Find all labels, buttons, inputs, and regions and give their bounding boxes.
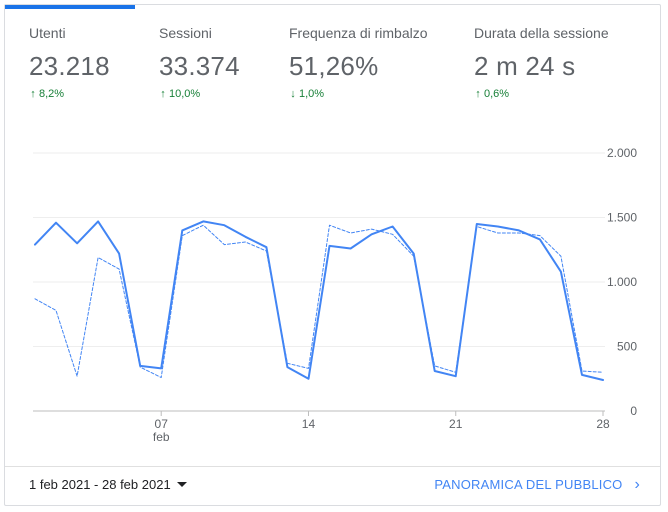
y-tick-label: 2.000	[607, 146, 637, 160]
y-tick-label: 1.500	[607, 211, 637, 225]
arrow-down-icon: ↓	[290, 88, 296, 100]
caret-down-icon	[176, 482, 187, 487]
metric-change-value: 1,0%	[299, 88, 325, 100]
y-tick-label: 500	[617, 340, 637, 354]
metric-tab-bounce-rate[interactable]: Frequenza di rimbalzo 51,26% ↓ 1,0%	[289, 25, 428, 100]
y-tick-label: 1.000	[607, 275, 637, 289]
metric-change: ↑ 10,0%	[159, 88, 240, 100]
audience-overview-link[interactable]: PANORAMICA DEL PUBBLICO ›	[434, 476, 640, 493]
x-tick-label: 14	[302, 417, 316, 431]
series-line-previous-period	[34, 224, 604, 378]
metric-change: ↑ 8,2%	[29, 88, 110, 100]
x-tick-label: 28	[596, 417, 610, 431]
users-line-chart: 0 500 1.000 1.500 2.000 07 14 21 28 feb	[33, 146, 637, 444]
date-range-selector[interactable]: 1 feb 2021 - 28 feb 2021	[29, 477, 187, 492]
series-line-current-period	[34, 220, 604, 381]
arrow-up-icon: ↑	[30, 88, 36, 100]
arrow-up-icon: ↑	[475, 88, 481, 100]
x-tick-label: 21	[449, 417, 463, 431]
metric-tab-session-duration[interactable]: Durata della sessione 2 m 24 s ↑ 0,6%	[474, 25, 609, 100]
chevron-right-icon: ›	[634, 476, 640, 493]
date-range-label: 1 feb 2021 - 28 feb 2021	[29, 477, 171, 492]
metric-value: 23.218	[29, 51, 110, 81]
y-tick-label: 0	[630, 404, 637, 418]
metric-value: 33.374	[159, 51, 240, 81]
x-axis-month-label: feb	[153, 430, 170, 444]
audience-overview-link-label: PANORAMICA DEL PUBBLICO	[434, 477, 623, 492]
metric-tab-sessions[interactable]: Sessioni 33.374 ↑ 10,0%	[159, 25, 240, 100]
metric-change-value: 0,6%	[484, 88, 510, 100]
metric-value: 51,26%	[289, 51, 379, 81]
footer-divider	[5, 466, 660, 467]
metric-change: ↓ 1,0%	[289, 88, 428, 100]
active-tab-indicator	[5, 5, 135, 9]
metric-label: Sessioni	[159, 25, 212, 41]
metric-value: 2 m 24 s	[474, 51, 576, 81]
metric-label: Durata della sessione	[474, 25, 609, 41]
x-tick-label: 07	[155, 417, 169, 431]
metric-change: ↑ 0,6%	[474, 88, 609, 100]
metric-change-value: 8,2%	[39, 88, 65, 100]
metric-label: Frequenza di rimbalzo	[289, 25, 428, 41]
audience-overview-card: Utenti 23.218 ↑ 8,2% Sessioni 33.374 ↑ 1…	[4, 4, 661, 506]
arrow-up-icon: ↑	[160, 88, 166, 100]
metric-label: Utenti	[29, 25, 66, 41]
metric-change-value: 10,0%	[169, 88, 201, 100]
metric-tab-users[interactable]: Utenti 23.218 ↑ 8,2%	[29, 25, 110, 100]
